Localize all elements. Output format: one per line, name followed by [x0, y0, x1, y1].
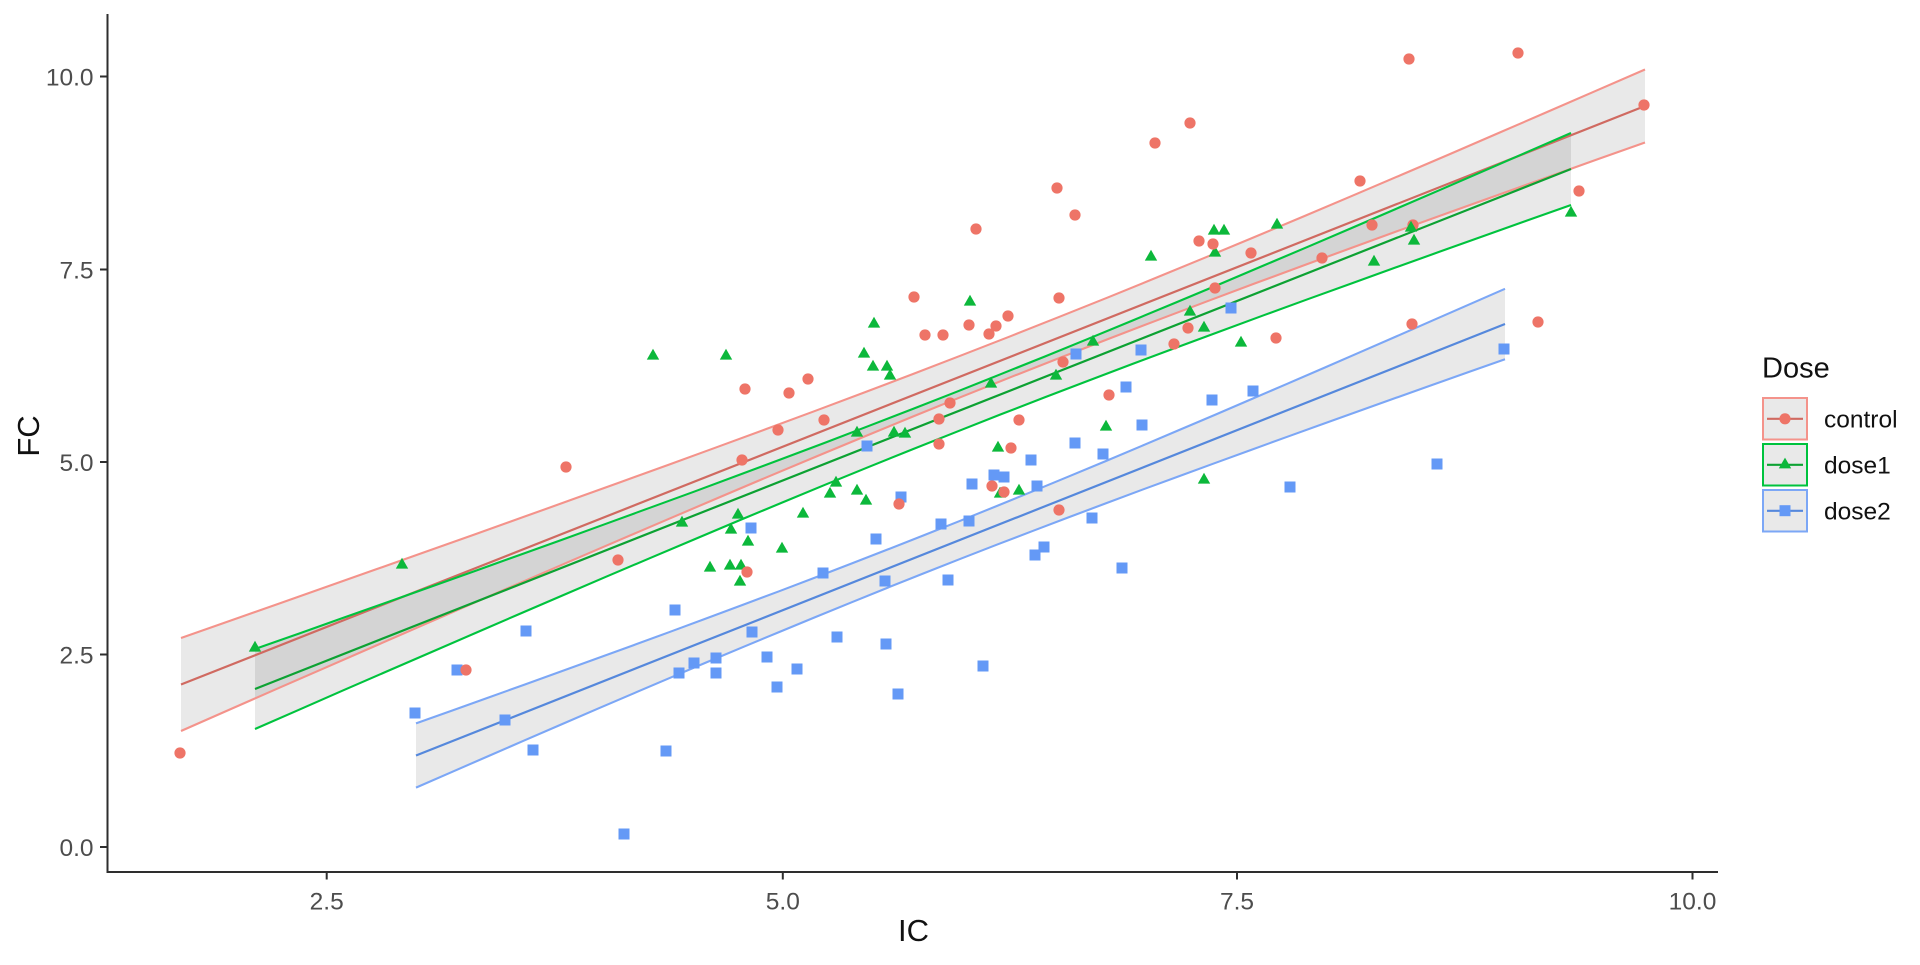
svg-text:10.0: 10.0 [1669, 889, 1717, 916]
svg-text:control: control [1824, 407, 1898, 434]
svg-text:FC: FC [11, 415, 46, 456]
svg-text:10.0: 10.0 [46, 64, 94, 91]
svg-text:7.5: 7.5 [59, 257, 93, 284]
svg-text:2.5: 2.5 [59, 642, 93, 669]
svg-text:IC: IC [898, 913, 929, 948]
svg-text:Dose: Dose [1762, 353, 1830, 385]
svg-text:2.5: 2.5 [310, 889, 344, 916]
svg-text:5.0: 5.0 [766, 889, 800, 916]
svg-text:dose1: dose1 [1824, 453, 1891, 480]
svg-text:7.5: 7.5 [1220, 889, 1254, 916]
svg-text:5.0: 5.0 [59, 450, 93, 477]
svg-text:dose2: dose2 [1824, 499, 1891, 526]
svg-text:0.0: 0.0 [59, 835, 93, 862]
